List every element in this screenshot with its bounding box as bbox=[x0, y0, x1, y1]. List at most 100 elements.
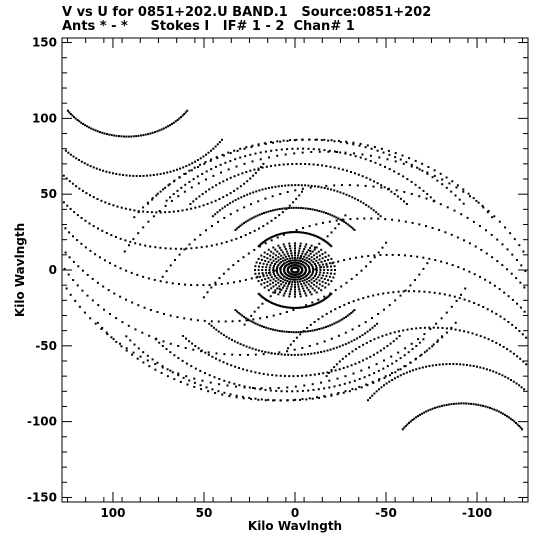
uv-point bbox=[192, 200, 195, 203]
uv-point bbox=[311, 233, 314, 236]
uv-point bbox=[441, 183, 444, 186]
uv-point bbox=[139, 175, 142, 177]
uv-point bbox=[299, 245, 302, 247]
uv-point bbox=[479, 404, 482, 407]
uv-point bbox=[480, 248, 483, 251]
uv-point bbox=[309, 262, 312, 265]
uv-point bbox=[448, 182, 451, 185]
uv-point bbox=[377, 213, 380, 216]
uv-point bbox=[277, 278, 280, 281]
uv-point bbox=[186, 383, 189, 386]
uv-point bbox=[260, 254, 263, 257]
uv-point bbox=[362, 359, 364, 362]
uv-point bbox=[200, 246, 203, 249]
uv-point bbox=[291, 306, 294, 309]
uv-point bbox=[523, 286, 526, 289]
uv-point bbox=[348, 381, 351, 384]
uv-point bbox=[103, 259, 106, 262]
uv-point bbox=[199, 369, 202, 372]
uv-point bbox=[415, 368, 418, 371]
uv-point bbox=[250, 217, 253, 220]
uv-point bbox=[257, 144, 260, 147]
uv-point bbox=[274, 289, 277, 292]
uv-point bbox=[371, 326, 374, 329]
uv-point bbox=[315, 271, 318, 274]
uv-point bbox=[472, 197, 475, 200]
uv-point bbox=[272, 271, 275, 274]
uv-point bbox=[165, 199, 168, 202]
uv-point bbox=[207, 351, 210, 354]
uv-point bbox=[210, 149, 212, 152]
uv-point bbox=[67, 151, 70, 154]
uv-point bbox=[188, 180, 191, 183]
uv-point bbox=[246, 219, 249, 222]
uv-point bbox=[154, 246, 157, 249]
uv-point bbox=[477, 403, 480, 406]
uv-point bbox=[486, 406, 489, 409]
uv-point bbox=[137, 232, 140, 235]
uv-point bbox=[284, 184, 287, 187]
uv-point bbox=[142, 206, 145, 209]
uv-point bbox=[235, 385, 237, 388]
uv-point bbox=[330, 139, 333, 142]
y-tick-label: 50 bbox=[40, 187, 57, 201]
uv-point bbox=[172, 169, 175, 172]
uv-point bbox=[479, 225, 481, 227]
uv-point bbox=[436, 179, 439, 182]
uv-point bbox=[259, 388, 262, 391]
uv-point bbox=[103, 308, 105, 311]
uv-point bbox=[248, 396, 251, 399]
uv-point bbox=[314, 303, 317, 306]
uv-point bbox=[463, 330, 466, 333]
uv-point bbox=[266, 373, 269, 376]
uv-point bbox=[306, 232, 309, 235]
uv-point bbox=[347, 341, 350, 344]
uv-point bbox=[334, 269, 336, 271]
uv-point bbox=[416, 166, 419, 169]
uv-point bbox=[358, 378, 361, 380]
uv-point bbox=[169, 351, 172, 354]
uv-point bbox=[262, 240, 265, 243]
uv-point bbox=[232, 264, 235, 267]
uv-point bbox=[173, 378, 176, 381]
uv-point bbox=[190, 284, 193, 286]
uv-point bbox=[322, 271, 325, 274]
uv-point bbox=[275, 303, 277, 306]
uv-point bbox=[319, 300, 322, 303]
uv-point bbox=[337, 392, 340, 394]
uv-point bbox=[272, 266, 275, 269]
uv-point bbox=[467, 402, 470, 405]
uv-point bbox=[418, 367, 421, 370]
uv-point bbox=[330, 369, 333, 371]
uv-point bbox=[321, 257, 324, 260]
uv-point bbox=[180, 247, 183, 250]
uv-point bbox=[254, 353, 257, 356]
uv-point bbox=[270, 261, 273, 264]
uv-point bbox=[154, 131, 156, 134]
uv-point bbox=[74, 299, 77, 302]
uv-point bbox=[242, 368, 245, 371]
uv-point bbox=[327, 372, 330, 374]
uv-point bbox=[207, 151, 210, 154]
uv-point bbox=[177, 210, 180, 213]
uv-point bbox=[113, 292, 116, 295]
uv-point bbox=[69, 113, 72, 115]
uv-point bbox=[499, 411, 502, 414]
uv-point bbox=[130, 271, 133, 274]
uv-point bbox=[81, 269, 84, 272]
uv-point bbox=[286, 252, 289, 255]
uv-point bbox=[119, 237, 122, 240]
uv-point bbox=[239, 280, 241, 283]
uv-point bbox=[114, 264, 117, 267]
uv-point bbox=[134, 242, 137, 245]
uv-point bbox=[326, 265, 329, 268]
uv-point bbox=[214, 283, 217, 286]
uv-point bbox=[294, 231, 297, 234]
uv-point bbox=[297, 184, 300, 187]
uv-point bbox=[373, 146, 376, 148]
uv-point bbox=[267, 248, 270, 251]
uv-point bbox=[149, 309, 152, 311]
uv-point bbox=[275, 374, 278, 377]
uv-point bbox=[376, 182, 379, 185]
uv-point bbox=[160, 128, 163, 131]
